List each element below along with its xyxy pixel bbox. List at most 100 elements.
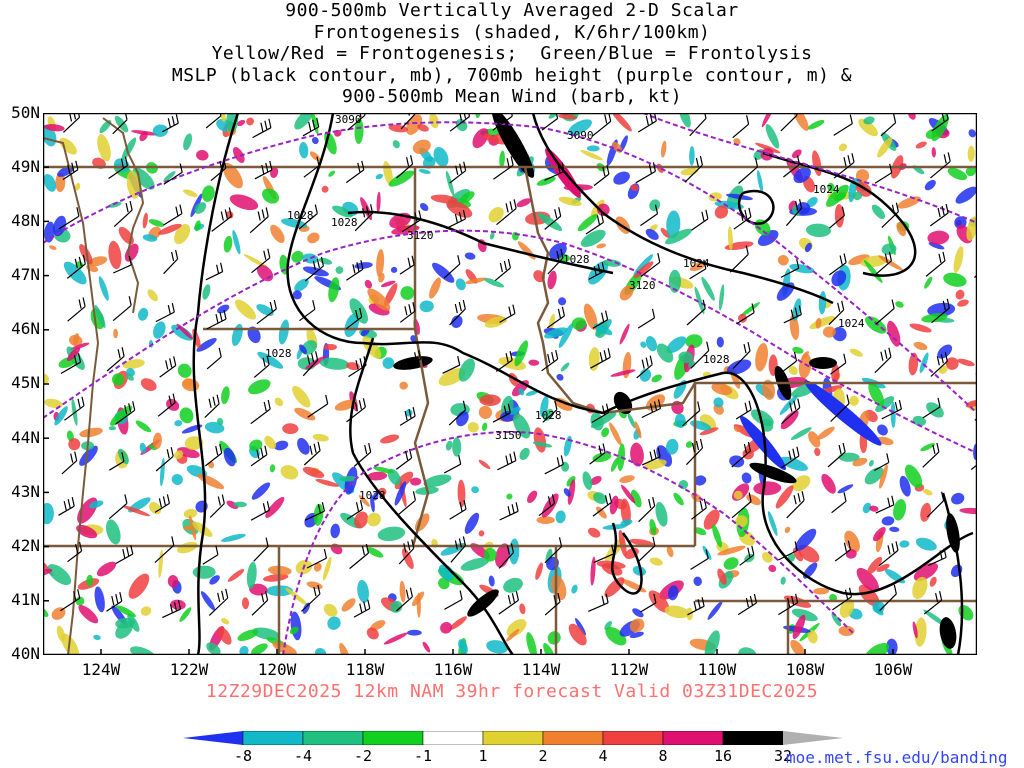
wind-barb — [162, 114, 179, 133]
shading-blob — [232, 147, 245, 163]
wind-barb — [874, 453, 890, 472]
shading-blob — [171, 474, 183, 485]
shading-blob — [602, 259, 622, 267]
shading-blob — [877, 137, 893, 158]
wind-barb — [304, 256, 324, 282]
shading-blob — [877, 424, 888, 436]
wind-barb — [450, 536, 466, 563]
shading-blob — [221, 618, 230, 625]
shading-blob — [93, 634, 101, 640]
shading-blob — [560, 362, 570, 372]
shading-blob — [225, 211, 234, 219]
shading-blob — [909, 323, 932, 333]
shading-blob — [957, 358, 975, 367]
shading-blob — [98, 276, 109, 301]
shading-blob — [509, 406, 521, 415]
shading-blob — [49, 245, 57, 250]
shading-blob — [590, 556, 596, 586]
shading-blob — [733, 490, 743, 500]
shading-blob — [590, 412, 617, 428]
wind-barb — [492, 403, 511, 423]
wind-barb — [448, 400, 466, 426]
shading-blob — [281, 218, 308, 229]
shading-blob — [315, 478, 340, 487]
shading-blob — [111, 373, 125, 386]
shading-blob — [832, 327, 847, 342]
lat-label-46n: 46N — [11, 319, 40, 338]
shading-blob — [899, 540, 910, 548]
shading-blob — [44, 398, 63, 409]
shading-blob — [922, 489, 933, 496]
shading-blob — [366, 547, 384, 558]
shading-blob — [791, 149, 802, 159]
shading-blob — [609, 495, 619, 515]
shading-blob — [55, 172, 66, 193]
colorbar — [183, 731, 843, 745]
shading-blob — [613, 171, 630, 185]
wind-barb — [640, 252, 661, 277]
shading-blob — [514, 340, 529, 367]
shading-blob — [341, 598, 356, 612]
wind-barb — [443, 255, 461, 279]
wind-barb — [731, 441, 751, 468]
shading-blob — [471, 486, 479, 494]
shading-blob — [294, 407, 316, 421]
shading-blob — [558, 323, 574, 348]
height-contours — [43, 113, 977, 655]
shading-blob — [779, 456, 808, 471]
wind-barb — [497, 451, 517, 471]
shading-blob — [196, 338, 217, 352]
shading-blob — [790, 427, 812, 441]
shading-blob — [929, 576, 937, 587]
mslp-label-7: 1028 — [359, 489, 386, 502]
height-label-5: 3150 — [495, 429, 522, 442]
wind-barb — [879, 584, 897, 612]
wind-barb — [544, 537, 563, 564]
shading-band — [491, 113, 535, 178]
shading-blob — [319, 357, 350, 370]
shading-blob — [665, 228, 692, 245]
shading-blob — [506, 619, 527, 637]
shading-blob — [183, 508, 198, 519]
shading-blob — [712, 524, 722, 548]
shading-blob — [519, 603, 526, 615]
shading-blob — [757, 170, 763, 193]
shading-blob — [467, 422, 479, 433]
shading-blob — [307, 232, 320, 244]
wind-barb — [499, 304, 516, 323]
shading-blob — [274, 397, 284, 407]
wind-barb — [58, 207, 80, 230]
shading-blob — [97, 134, 111, 162]
colorbar-cell — [482, 731, 544, 745]
wind-barb — [115, 544, 134, 565]
shading-blob — [558, 297, 567, 306]
wind-barb — [250, 399, 271, 425]
wind-barb — [211, 207, 232, 232]
shading-blob — [226, 500, 239, 510]
wind-barb — [449, 299, 466, 326]
title-line-3: Yellow/Red = Frontogenesis; Green/Blue =… — [211, 43, 813, 64]
shading-blob — [664, 605, 690, 619]
wind-barb — [400, 113, 417, 130]
wind-barb — [785, 199, 803, 227]
shading-blob — [217, 304, 230, 314]
shading-blob — [96, 561, 117, 577]
shading-blob — [354, 511, 369, 529]
shading-blob — [312, 433, 329, 442]
shading-blob — [108, 426, 116, 431]
shading-blob — [489, 232, 495, 240]
shading-blob — [895, 301, 904, 308]
shading-blob — [797, 544, 820, 563]
shading-blob — [506, 493, 513, 500]
shading-blob — [735, 515, 748, 528]
source-url[interactable]: moe.met.fsu.edu/banding — [786, 748, 1008, 767]
wind-barb — [396, 491, 416, 517]
wind-barb — [638, 496, 656, 523]
wind-barb — [589, 443, 606, 465]
wind-barb — [544, 592, 561, 616]
shading-blob — [366, 627, 379, 640]
wind-barb — [689, 259, 707, 280]
mslp-contours — [192, 113, 974, 655]
shading-blob — [634, 421, 642, 439]
shading-blob — [912, 576, 928, 599]
